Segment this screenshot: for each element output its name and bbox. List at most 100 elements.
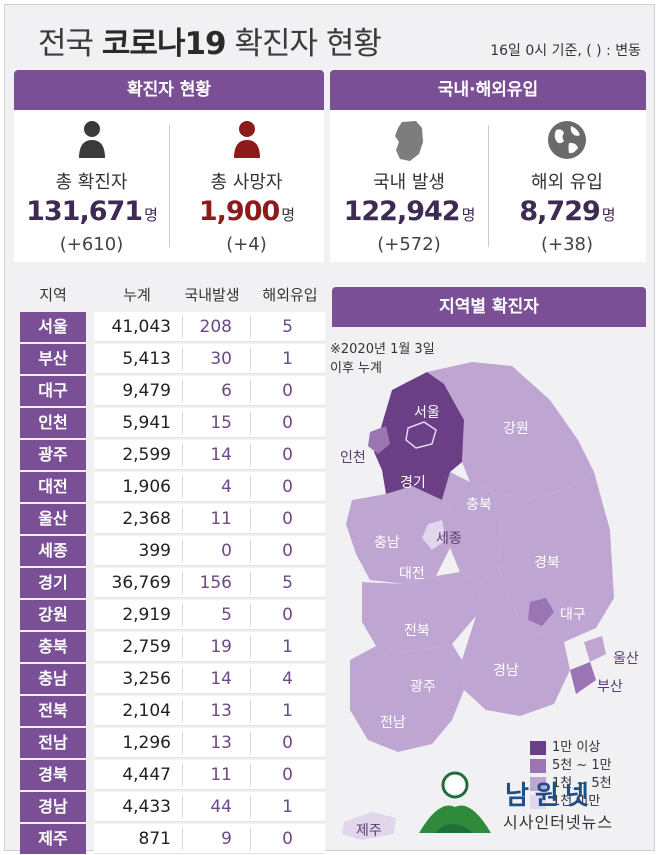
table-row: 전남 1,296 13 0 <box>20 727 325 759</box>
region-total: 5,941 <box>122 413 171 433</box>
total-deaths-change: (+4) <box>226 234 267 255</box>
region-total: 871 <box>138 829 171 849</box>
map-label-gwangju: 광주 <box>410 679 436 695</box>
region-total: 5,413 <box>122 349 171 369</box>
domestic-value: 122,942 명 <box>343 196 476 227</box>
region-domestic: 30 <box>210 349 232 369</box>
table-row: 충북 2,759 19 1 <box>20 631 325 663</box>
summary-heading: 확진자 현황 <box>14 70 324 110</box>
region-total: 2,599 <box>122 445 171 465</box>
region-overseas: 0 <box>282 829 293 849</box>
person-icon <box>233 121 260 158</box>
region-overseas: 1 <box>282 349 293 369</box>
region-ulsan <box>584 636 606 662</box>
legend-item: 1만 이상 <box>530 739 612 757</box>
region-overseas: 1 <box>282 637 293 657</box>
header-total: 누계 <box>123 286 151 304</box>
region-name: 광주 <box>20 440 86 470</box>
region-name: 충남 <box>20 664 86 694</box>
table-row: 경남 4,433 44 1 <box>20 791 325 823</box>
region-table: 서울 41,043 208 5 부산 5,413 30 1 대구 9,479 6 0 인천 5,94… <box>20 311 325 855</box>
region-name: 경북 <box>20 760 86 790</box>
region-total: 2,919 <box>122 605 171 625</box>
region-domestic: 14 <box>210 669 232 689</box>
region-seoul <box>405 421 437 449</box>
region-jeju <box>342 812 396 840</box>
map-note: ※2020년 1월 3일 이후 누계 <box>330 342 435 376</box>
table-row: 인천 5,941 15 0 <box>20 407 325 439</box>
region-overseas: 0 <box>282 477 293 497</box>
region-domestic: 13 <box>210 733 232 753</box>
region-chungbuk <box>442 472 502 582</box>
region-total: 2,368 <box>122 509 171 529</box>
divider <box>488 125 489 247</box>
table-row: 부산 5,413 30 1 <box>20 343 325 375</box>
total-cases-change: (+610) <box>59 234 124 255</box>
table-row: 서울 41,043 208 5 <box>20 311 325 343</box>
region-overseas: 4 <box>282 669 293 689</box>
table-row: 대구 9,479 6 0 <box>20 375 325 407</box>
table-header: 지역 누계 국내발생 해외유입 <box>20 284 325 306</box>
total-deaths-label: 총 사망자 <box>210 172 283 193</box>
legend-item: 1천 ~ 5천 <box>530 775 612 793</box>
region-total: 3,256 <box>122 669 171 689</box>
table-row: 울산 2,368 11 0 <box>20 503 325 535</box>
domestic-stat: 국내 발생 122,942 명 (+572) <box>330 110 488 262</box>
person-icon <box>78 121 105 158</box>
region-overseas: 1 <box>282 701 293 721</box>
map-label-ulsan: 울산 <box>613 651 639 667</box>
overseas-value: 8,729 명 <box>519 196 615 227</box>
header-domestic: 국내발생 <box>184 286 240 304</box>
region-domestic: 13 <box>210 701 232 721</box>
region-jeonbuk <box>362 572 482 652</box>
map-label-chungnam: 충남 <box>374 535 400 551</box>
region-total: 9,479 <box>122 381 171 401</box>
table-row: 경기 36,769 156 5 <box>20 567 325 599</box>
region-domestic: 6 <box>221 381 232 401</box>
region-domestic: 14 <box>210 445 232 465</box>
region-overseas: 0 <box>282 413 293 433</box>
region-domestic: 4 <box>221 477 232 497</box>
region-gyeongbuk <box>492 472 614 642</box>
table-row: 강원 2,919 5 0 <box>20 599 325 631</box>
region-overseas: 5 <box>282 573 293 593</box>
region-overseas: 1 <box>282 797 293 817</box>
region-total: 4,447 <box>122 765 171 785</box>
region-name: 경남 <box>20 792 86 822</box>
map-label-gyeonggi: 경기 <box>400 475 426 491</box>
region-domestic: 9 <box>221 829 232 849</box>
region-name: 강원 <box>20 600 86 630</box>
total-cases-label: 총 확진자 <box>55 172 128 193</box>
map-label-seoul: 서울 <box>414 405 440 421</box>
overseas-label: 해외 유입 <box>531 172 603 193</box>
region-gwangju <box>400 672 428 698</box>
korea-map-icon <box>395 121 423 161</box>
legend-item: 1천 미만 <box>530 793 612 811</box>
map-label-jeonbuk: 전북 <box>404 623 430 639</box>
header-region: 지역 <box>39 286 67 304</box>
header-overseas: 해외유입 <box>262 286 318 304</box>
map-label-chungbuk: 충북 <box>466 497 492 513</box>
map-label-gyeongbuk: 경북 <box>534 555 560 571</box>
region-name: 대구 <box>20 376 86 406</box>
region-total: 4,433 <box>122 797 171 817</box>
divider <box>169 125 170 247</box>
region-name: 충북 <box>20 632 86 662</box>
region-incheon <box>368 426 390 454</box>
map-label-daejeon: 대전 <box>399 566 425 582</box>
table-row: 제주 871 9 0 <box>20 823 325 855</box>
region-name: 울산 <box>20 504 86 534</box>
region-name: 세종 <box>20 536 86 566</box>
total-cases-stat: 총 확진자 131,671 명 (+610) <box>14 110 169 262</box>
region-total: 41,043 <box>111 317 171 337</box>
region-name: 서울 <box>20 312 86 342</box>
region-name: 인천 <box>20 408 86 438</box>
region-overseas: 5 <box>282 317 293 337</box>
region-overseas: 0 <box>282 733 293 753</box>
map-label-gangwon: 강원 <box>503 421 529 437</box>
summary-panel: 확진자 현황 총 확진자 131,671 명 (+610) 총 사망자 1,900… <box>14 70 324 262</box>
region-jeonnam <box>350 644 464 752</box>
region-domestic: 208 <box>199 317 232 337</box>
table-row: 광주 2,599 14 0 <box>20 439 325 471</box>
map-label-incheon: 인천 <box>340 450 366 466</box>
